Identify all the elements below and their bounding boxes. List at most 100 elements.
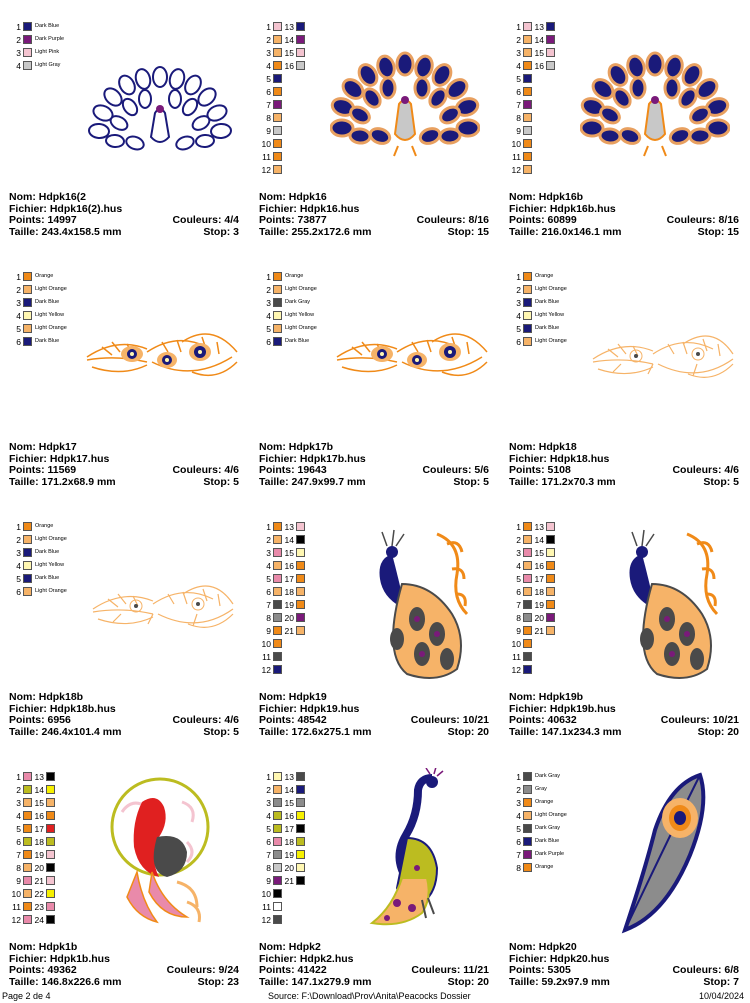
stitch-points: Points: 5108 xyxy=(509,464,571,476)
color-number: 16 xyxy=(284,560,294,571)
color-swatch xyxy=(523,574,532,583)
color-name: Dark Blue xyxy=(35,338,60,344)
color-swatch xyxy=(273,772,282,781)
palette-row: 12 xyxy=(259,663,305,676)
palette-row: 6 Dark Blue xyxy=(9,335,67,348)
design-card: 1 Orange 2 Light Orange 3 Dark Blue 4 Light Yel… xyxy=(500,262,740,497)
palette-row: 4 Light Yellow xyxy=(9,309,67,322)
color-number: 1 xyxy=(266,271,271,282)
color-number: 8 xyxy=(516,112,521,123)
color-swatch xyxy=(296,574,305,583)
color-number: 9 xyxy=(266,875,271,886)
color-swatch xyxy=(273,876,282,885)
design-info: Nom: Hdpk16(2 Fichier: Hdpk16(2).hus Point… xyxy=(9,191,239,238)
palette-row: 6 Dark Blue xyxy=(259,335,317,348)
color-swatch xyxy=(23,824,32,833)
color-number: 15 xyxy=(534,547,544,558)
color-number: 8 xyxy=(266,612,271,623)
color-swatch xyxy=(46,772,55,781)
color-swatch xyxy=(273,798,282,807)
color-swatch xyxy=(546,35,555,44)
color-number: 1 xyxy=(266,771,271,782)
page-footer: Page 2 de 4 Source: F:\Download\Prov\Ani… xyxy=(0,990,750,1003)
color-number: 10 xyxy=(511,138,521,149)
color-number: 4 xyxy=(16,560,21,571)
color-number: 7 xyxy=(16,849,21,860)
color-name: Dark Purple xyxy=(535,851,565,857)
palette-row: 3 Dark Blue xyxy=(509,296,567,309)
color-swatch xyxy=(296,811,305,820)
palette-row: 7 Dark Purple xyxy=(509,848,567,861)
file-name: Fichier: Hdpk2.hus xyxy=(259,952,354,965)
color-swatch xyxy=(523,165,532,174)
color-number: 3 xyxy=(516,47,521,58)
color-number: 17 xyxy=(34,823,44,834)
palette-row: 2 Light Orange xyxy=(9,533,67,546)
palette-row: 7 xyxy=(509,98,555,111)
color-swatch xyxy=(273,311,282,320)
palette-row: 4 16 xyxy=(259,559,305,572)
palette-row: 1 Dark Blue xyxy=(9,20,64,33)
design-info: Nom: Hdpk19 Fichier: Hdpk19.hus Points: 48… xyxy=(259,691,489,738)
palette-row: 5 xyxy=(259,72,305,85)
color-swatch xyxy=(546,48,555,57)
color-name: Dark Blue xyxy=(535,325,560,331)
color-swatch xyxy=(546,574,555,583)
peacock-swirl-icon xyxy=(362,524,472,689)
palette-row: 6 Dark Blue xyxy=(509,835,567,848)
color-swatch xyxy=(23,785,32,794)
color-swatch xyxy=(523,74,532,83)
color-name: Dark Blue xyxy=(35,575,60,581)
color-swatch xyxy=(523,113,532,122)
palette-row: 6 xyxy=(259,85,305,98)
color-number: 5 xyxy=(266,573,271,584)
color-number: 18 xyxy=(284,836,294,847)
color-swatch xyxy=(273,298,282,307)
color-number: 9 xyxy=(266,625,271,636)
stop-count: Stop: 5 xyxy=(203,475,239,488)
design-name: Nom: Hdpk17b xyxy=(259,441,334,453)
color-number: 6 xyxy=(516,586,521,597)
color-number: 10 xyxy=(261,638,271,649)
color-number: 14 xyxy=(284,34,294,45)
design-size: Taille: 172.6x275.1 mm xyxy=(259,725,372,738)
design-name: Nom: Hdpk16 xyxy=(259,191,327,203)
color-swatch xyxy=(23,298,32,307)
color-swatch xyxy=(523,863,532,872)
palette-row: 5 Light Orange xyxy=(9,322,67,335)
color-number: 1 xyxy=(16,271,21,282)
color-swatch xyxy=(296,626,305,635)
color-number: 20 xyxy=(534,612,544,623)
color-number: 15 xyxy=(284,47,294,58)
palette-row: 5 17 xyxy=(259,572,305,585)
color-swatch xyxy=(273,535,282,544)
stitch-points: Points: 73877 xyxy=(259,214,327,226)
color-swatch xyxy=(523,61,532,70)
peacock-standing-icon xyxy=(362,766,462,938)
color-number: 7 xyxy=(266,99,271,110)
color-swatch xyxy=(296,863,305,872)
design-card: 1 Orange 2 Light Orange 3 Dark Gray 4 Light Yel… xyxy=(250,262,490,497)
palette-row: 4 16 xyxy=(259,809,305,822)
color-swatch xyxy=(273,522,282,531)
color-number: 1 xyxy=(16,21,21,32)
color-number: 4 xyxy=(266,560,271,571)
palette-row: 4 Light Gray xyxy=(9,59,64,72)
color-number: 15 xyxy=(34,797,44,808)
color-swatch xyxy=(23,48,32,57)
color-swatch xyxy=(273,126,282,135)
palette-row: 2 Light Orange xyxy=(259,283,317,296)
color-swatch xyxy=(46,798,55,807)
color-swatch xyxy=(23,548,32,557)
color-number: 20 xyxy=(34,862,44,873)
palette-row: 2 Dark Purple xyxy=(9,33,64,46)
palette-row: 2 14 xyxy=(9,783,55,796)
palette-row: 12 xyxy=(259,163,305,176)
color-number: 5 xyxy=(516,323,521,334)
color-number: 2 xyxy=(266,534,271,545)
color-swatch xyxy=(273,850,282,859)
color-swatch xyxy=(273,272,282,281)
color-number: 12 xyxy=(511,664,521,675)
color-number: 14 xyxy=(534,534,544,545)
color-swatch xyxy=(546,61,555,70)
